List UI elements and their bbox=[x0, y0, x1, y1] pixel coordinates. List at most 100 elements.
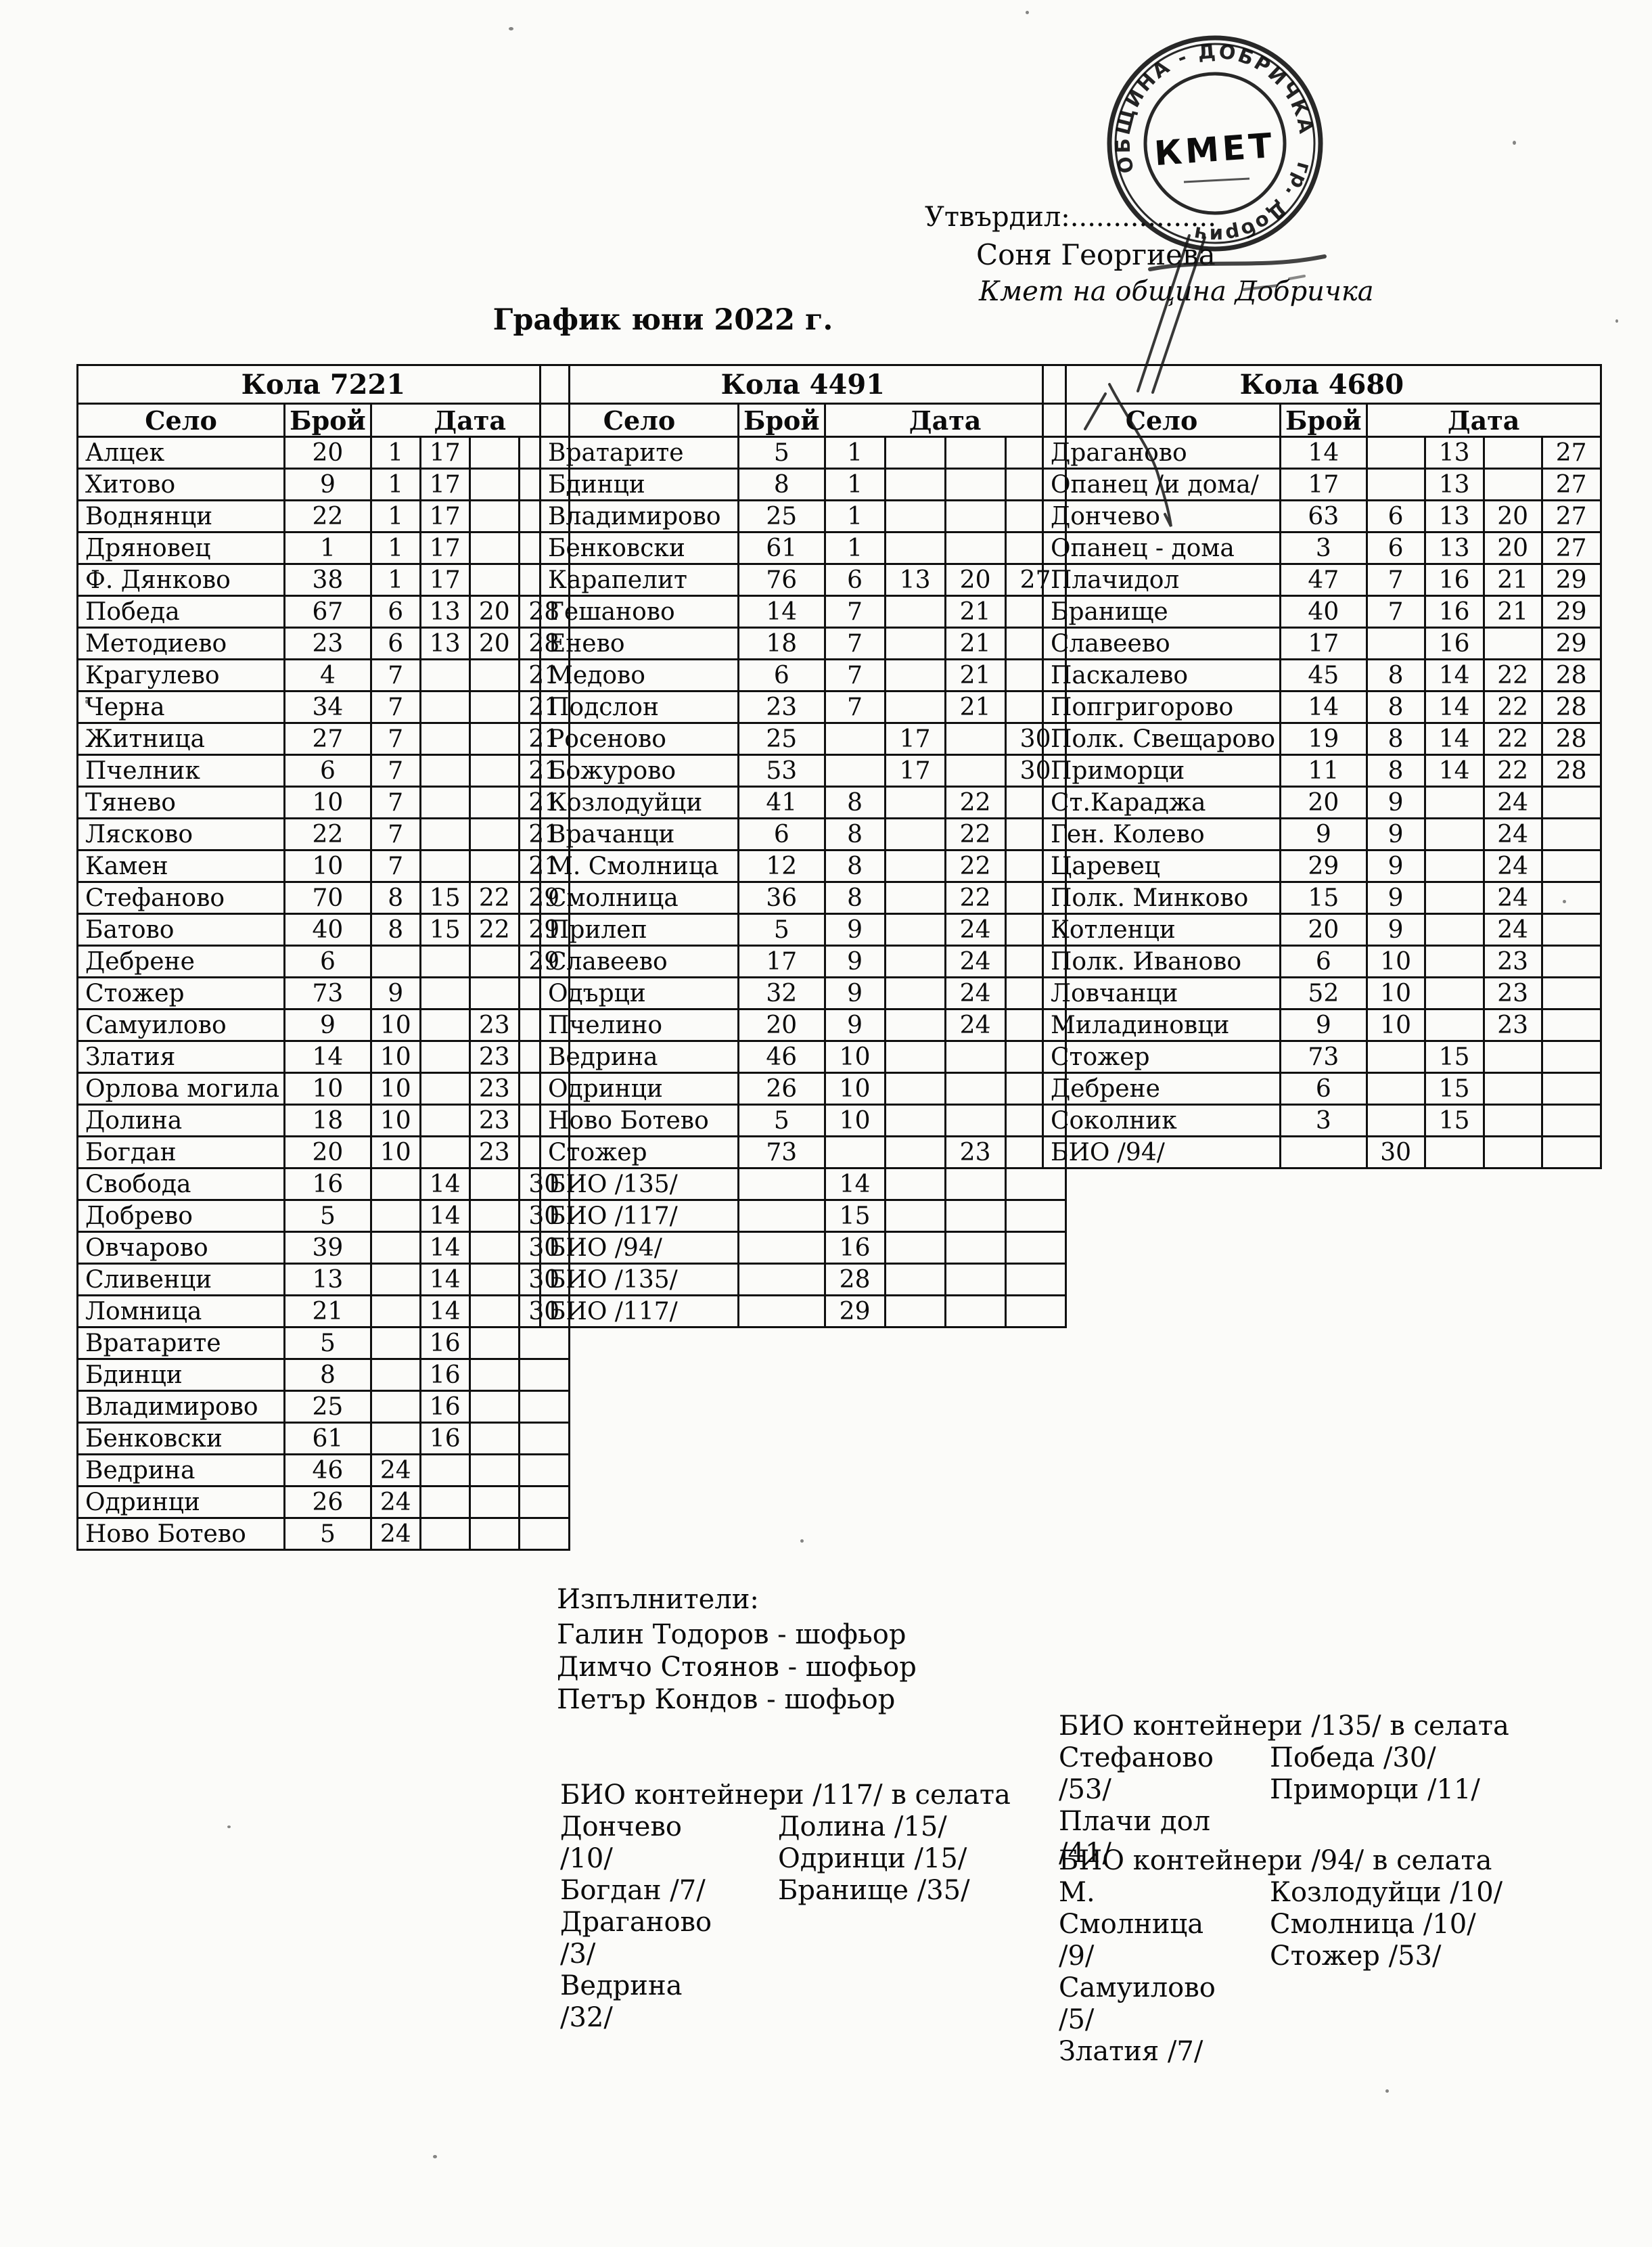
date-cell: 14 bbox=[419, 1294, 471, 1328]
date-cell bbox=[419, 754, 471, 788]
scan-speck bbox=[509, 27, 513, 30]
count-cell: 20 bbox=[283, 1135, 372, 1169]
table-row: Одринци 26 24 bbox=[76, 1485, 570, 1519]
date-cell: 30 bbox=[1365, 1135, 1426, 1169]
table-row: Вратарите 5 1 bbox=[539, 436, 1067, 470]
executors-heading: Изпълнители: bbox=[557, 1584, 759, 1615]
table-title: Кола 4680 bbox=[1042, 364, 1602, 405]
count-cell: 14 bbox=[1279, 436, 1368, 470]
date-cell: 24 bbox=[944, 1008, 1007, 1042]
count-cell: 6 bbox=[737, 817, 826, 851]
date-cell: 22 bbox=[468, 913, 520, 947]
date-cell: 8 bbox=[1365, 722, 1426, 756]
count-cell: 20 bbox=[1279, 913, 1368, 947]
date-cell bbox=[369, 1294, 421, 1328]
date-cell bbox=[419, 1040, 471, 1074]
date-cell: 14 bbox=[1423, 690, 1485, 724]
date-cell bbox=[944, 499, 1007, 533]
count-cell: 40 bbox=[1279, 595, 1368, 629]
date-cell: 17 bbox=[884, 754, 946, 788]
count-cell: 9 bbox=[1279, 817, 1368, 851]
executors-block: Изпълнители: Галин Тодоров - шофьор Димчо… bbox=[557, 1583, 917, 1716]
village-cell: Добрево bbox=[76, 1199, 286, 1233]
date-cell bbox=[1540, 976, 1602, 1010]
date-cell: 16 bbox=[419, 1422, 471, 1455]
date-cell: 10 bbox=[369, 1008, 421, 1042]
date-cell: 24 bbox=[944, 945, 1007, 978]
count-cell bbox=[737, 1294, 826, 1328]
table-row: БИО /117/29 bbox=[539, 1294, 1067, 1328]
date-cell bbox=[944, 1263, 1007, 1296]
date-cell bbox=[1540, 786, 1602, 819]
table-row: Смолница 36 8 22 bbox=[539, 881, 1067, 915]
date-cell: 28 bbox=[1540, 722, 1602, 756]
count-cell: 63 bbox=[1279, 499, 1368, 533]
bio-village-line: Стефаново /53/ bbox=[1059, 1742, 1214, 1805]
date-cell: 24 bbox=[369, 1485, 421, 1519]
count-cell: 6 bbox=[1279, 945, 1368, 978]
table-row: Ново Ботево 5 24 bbox=[76, 1517, 570, 1551]
count-cell: 25 bbox=[283, 1390, 372, 1424]
date-cell bbox=[823, 1135, 886, 1169]
table-row: Стефаново 70 8 15 22 29 bbox=[76, 881, 570, 915]
date-cell bbox=[419, 976, 471, 1010]
date-cell bbox=[369, 1358, 421, 1392]
table-row: Пчелино 20 9 24 bbox=[539, 1008, 1067, 1042]
table-row: Полк. Иваново 6 10 23 bbox=[1041, 945, 1602, 978]
date-cell: 15 bbox=[823, 1199, 886, 1233]
count-cell: 20 bbox=[283, 436, 372, 470]
village-cell: Алцек bbox=[76, 436, 286, 470]
date-cell: 21 bbox=[1482, 595, 1543, 629]
date-cell: 1 bbox=[823, 499, 886, 533]
count-cell: 67 bbox=[283, 595, 372, 629]
date-cell bbox=[944, 1040, 1007, 1074]
table-row: Алцек 20 1 17 bbox=[76, 436, 570, 470]
date-cell bbox=[1423, 1135, 1485, 1169]
date-cell: 10 bbox=[369, 1104, 421, 1137]
date-cell bbox=[518, 1390, 570, 1424]
table-row: Хитово 9 1 17 bbox=[76, 468, 570, 501]
village-cell: Свобода bbox=[76, 1167, 286, 1201]
date-cell bbox=[1540, 849, 1602, 883]
table-row: Бенковски 61 16 bbox=[76, 1422, 570, 1455]
date-cell: 13 bbox=[1423, 436, 1485, 470]
count-cell: 5 bbox=[283, 1517, 372, 1551]
scan-speck bbox=[1563, 900, 1566, 903]
count-cell: 18 bbox=[283, 1104, 372, 1137]
driver-line: Галин Тодоров - шофьор bbox=[557, 1619, 907, 1650]
bio-containers-117-block: БИО контейнери /117/ в селата Дончево /1… bbox=[560, 1779, 1011, 2034]
date-cell bbox=[884, 1072, 946, 1106]
date-cell: 14 bbox=[1423, 658, 1485, 692]
village-cell: Опанец /и дома/ bbox=[1041, 468, 1282, 501]
date-cell bbox=[1482, 468, 1543, 501]
date-cell: 9 bbox=[1365, 849, 1426, 883]
table-row: Драганово 14 13 27 bbox=[1041, 436, 1602, 470]
date-cell bbox=[884, 1104, 946, 1137]
date-cell: 1 bbox=[369, 436, 421, 470]
date-cell bbox=[468, 1167, 520, 1201]
date-cell bbox=[944, 436, 1007, 470]
table-row: Опанец /и дома/17 13 27 bbox=[1041, 468, 1602, 501]
village-cell: Хитово bbox=[76, 468, 286, 501]
village-cell: БИО /117/ bbox=[539, 1294, 739, 1328]
village-cell: Врачанци bbox=[539, 817, 739, 851]
driver-line: Димчо Стоянов - шофьор bbox=[557, 1652, 917, 1683]
schedule-table-kola-4491: Кола 4491 Село Брой Дата Вратарите 5 1 Бдин… bbox=[539, 364, 1067, 1328]
col-header-village: Село bbox=[1041, 403, 1282, 438]
village-cell: Стожер bbox=[76, 976, 286, 1010]
date-cell bbox=[1482, 436, 1543, 470]
date-cell bbox=[944, 468, 1007, 501]
date-cell: 17 bbox=[419, 563, 471, 597]
date-cell bbox=[369, 1326, 421, 1360]
date-cell: 20 bbox=[944, 563, 1007, 597]
date-cell bbox=[944, 1231, 1007, 1265]
table-row: Сливенци 13 14 30 bbox=[76, 1263, 570, 1296]
bio-village-line: Стожер /53/ bbox=[1270, 1940, 1442, 1972]
village-cell: Самуилово bbox=[76, 1008, 286, 1042]
count-cell: 1 bbox=[283, 531, 372, 565]
executors-list: Галин Тодоров - шофьор Димчо Стоянов - шо… bbox=[557, 1618, 917, 1716]
count-cell: 38 bbox=[283, 563, 372, 597]
village-cell: Соколник bbox=[1041, 1104, 1282, 1137]
date-cell bbox=[518, 1326, 570, 1360]
village-cell: Дебрене bbox=[76, 945, 286, 978]
